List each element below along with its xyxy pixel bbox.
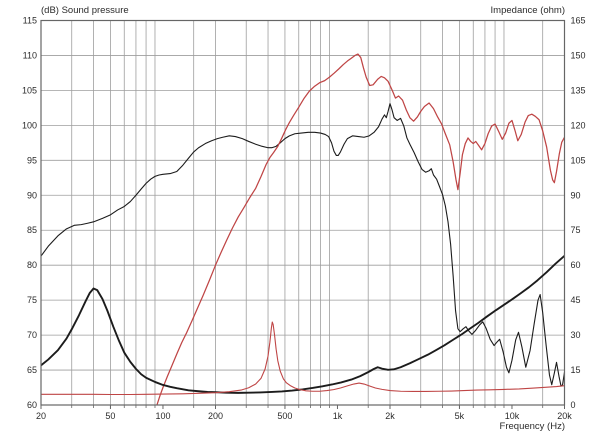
plot-frame xyxy=(40,19,566,406)
y-right-tick-label: 60 xyxy=(571,260,581,270)
x-tick-label: 200 xyxy=(208,411,223,421)
impedance-red-curve xyxy=(41,321,565,396)
x-tick-label: 100 xyxy=(155,411,170,421)
y-left-tick-label: 75 xyxy=(27,295,37,305)
y-left-tick-label: 95 xyxy=(27,155,37,165)
x-tick-label: 20k xyxy=(557,411,572,421)
plot-border xyxy=(40,19,566,406)
y-right-tick-label: 105 xyxy=(571,155,586,165)
x-tick-label: 1k xyxy=(333,411,343,421)
ticks-layer xyxy=(40,405,565,409)
y-right-tick-label: 0 xyxy=(571,400,576,410)
impedance-black-curve xyxy=(41,254,565,394)
y-right-tick-label: 135 xyxy=(571,85,586,95)
y-left-tick-label: 60 xyxy=(27,400,37,410)
left-axis-title: (dB) Sound pressure xyxy=(41,5,129,16)
y-left-tick-label: 105 xyxy=(22,85,37,95)
x-tick-label: 10k xyxy=(505,411,520,421)
x-tick-label: 20 xyxy=(36,411,46,421)
y-right-tick-label: 120 xyxy=(571,120,586,130)
right-axis-title: Impedance (ohm) xyxy=(491,5,565,16)
y-left-tick-label: 90 xyxy=(27,190,37,200)
x-tick-label: 2k xyxy=(385,411,395,421)
y-right-tick-label: 75 xyxy=(571,225,581,235)
sound-pressure-black-curve xyxy=(41,103,565,387)
y-right-tick-label: 90 xyxy=(571,190,581,200)
x-tick-label: 5k xyxy=(455,411,465,421)
y-left-tick-label: 70 xyxy=(27,330,37,340)
y-right-tick-label: 15 xyxy=(571,365,581,375)
x-tick-label: 50 xyxy=(105,411,115,421)
y-left-tick-label: 85 xyxy=(27,225,37,235)
y-left-tick-label: 80 xyxy=(27,260,37,270)
x-axis-title: Frequency (Hz) xyxy=(500,421,565,432)
y-right-tick-label: 30 xyxy=(571,330,581,340)
y-right-tick-label: 150 xyxy=(571,50,586,60)
curves-layer xyxy=(41,53,565,406)
y-left-tick-label: 100 xyxy=(22,120,37,130)
sound-pressure-red-curve xyxy=(156,53,565,406)
grid-layer xyxy=(41,20,565,406)
x-tick-label: 500 xyxy=(277,411,292,421)
y-right-tick-label: 45 xyxy=(571,295,581,305)
y-left-tick-label: 115 xyxy=(23,16,37,26)
y-left-tick-label: 110 xyxy=(23,50,37,60)
y-right-tick-label: 165 xyxy=(571,16,586,26)
y-left-tick-label: 65 xyxy=(27,365,37,375)
